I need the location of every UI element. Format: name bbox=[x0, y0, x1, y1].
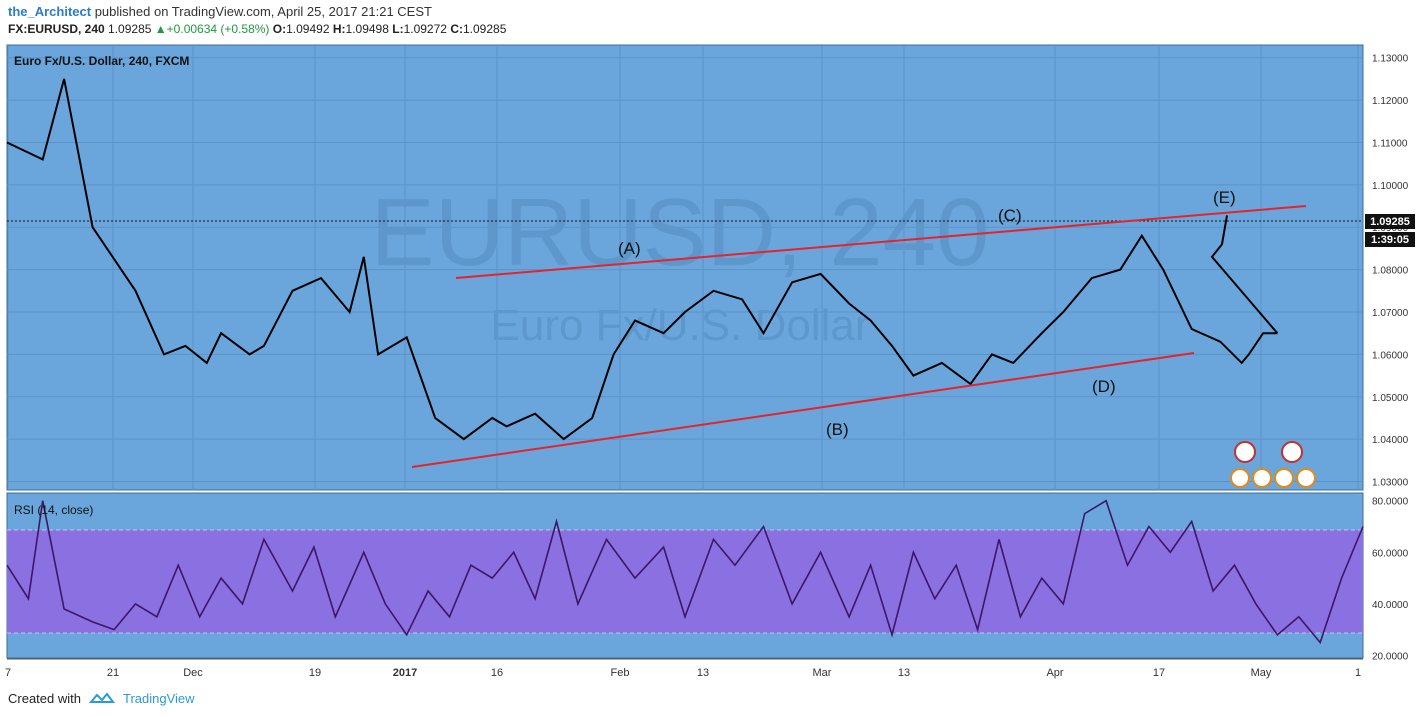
close-value: 1.09285 bbox=[462, 22, 507, 36]
wave-label-e: (E) bbox=[1213, 188, 1236, 207]
time-tick-label: 13 bbox=[697, 667, 709, 679]
event-flag-icon[interactable] bbox=[1230, 468, 1250, 488]
time-axis[interactable]: 7 21 Dec 19 2017 16 Feb 13 Mar 13 Apr 17 May 1 bbox=[5, 658, 1363, 679]
price-grid bbox=[7, 45, 1363, 490]
symbol-label: FX:EURUSD, 240 bbox=[8, 22, 105, 36]
event-flag-icon[interactable] bbox=[1274, 468, 1294, 488]
lower-trendline[interactable] bbox=[411, 352, 1195, 468]
time-tick-label: 7 bbox=[5, 667, 11, 679]
event-flag-icon[interactable] bbox=[1281, 441, 1303, 463]
time-tick-label: 13 bbox=[898, 667, 910, 679]
last-price-tag-label: 1.09285 bbox=[1370, 216, 1410, 228]
price-tick-label: 1.11000 bbox=[1372, 138, 1408, 149]
open-label: O: bbox=[272, 22, 287, 36]
price-tick-label: 1.12000 bbox=[1372, 96, 1409, 107]
low-value: 1.09272 bbox=[403, 22, 447, 36]
price-tick-label: 1.08000 bbox=[1372, 266, 1409, 277]
rsi-tick-label: 20.0000 bbox=[1372, 651, 1409, 662]
time-tick-label: 16 bbox=[491, 667, 503, 679]
price-change: +0.00634 (+0.58%) bbox=[166, 22, 270, 36]
high-label: H: bbox=[332, 22, 346, 36]
wave-label-a: (A) bbox=[618, 239, 641, 258]
time-tick-label: 21 bbox=[107, 667, 119, 679]
wave-label-b: (B) bbox=[826, 420, 849, 439]
time-tick-label: 19 bbox=[309, 667, 321, 679]
wave-label-c: (C) bbox=[998, 206, 1022, 225]
price-panel[interactable] bbox=[6, 44, 1364, 491]
tradingview-brand-link[interactable]: TradingView bbox=[122, 691, 195, 706]
time-tick-label: Apr bbox=[1046, 667, 1063, 679]
price-tick-label: 1.10000 bbox=[1372, 181, 1409, 192]
countdown-tag bbox=[1365, 232, 1415, 247]
published-info: published on TradingView.com, April 25, … bbox=[94, 4, 432, 19]
chart-title: Euro Fx/U.S. Dollar, 240, FXCM bbox=[14, 54, 189, 68]
price-tick-label: 1.04000 bbox=[1372, 435, 1409, 446]
price-line bbox=[6, 78, 1278, 441]
price-tick-label: 1.03000 bbox=[1372, 478, 1409, 489]
price-series bbox=[6, 78, 1279, 441]
time-tick-label: Feb bbox=[611, 667, 630, 679]
price-tick-label: 1.13000 bbox=[1372, 54, 1409, 65]
time-tick-label: 17 bbox=[1153, 667, 1165, 679]
created-with-label: Created with bbox=[8, 691, 81, 706]
rsi-series bbox=[6, 499, 1364, 645]
price-tick-label: 1.06000 bbox=[1372, 350, 1409, 361]
time-tick-label: May bbox=[1251, 667, 1272, 679]
event-flag-icon[interactable] bbox=[1234, 441, 1256, 463]
tradingview-logo-icon[interactable] bbox=[88, 691, 115, 706]
last-price: 1.09285 bbox=[108, 22, 152, 36]
countdown-label: 1:39:05 bbox=[1371, 234, 1409, 246]
upper-trendline[interactable] bbox=[455, 205, 1307, 279]
high-value: 1.09498 bbox=[345, 22, 389, 36]
author-link[interactable]: the_Architect bbox=[8, 4, 92, 19]
price-axis[interactable]: 1.03000 1.04000 1.05000 1.06000 1.07000 1.080… bbox=[1372, 54, 1409, 489]
price-tick-label: 1.07000 bbox=[1372, 308, 1409, 319]
price-tick-label: 1.05000 bbox=[1372, 393, 1409, 404]
price-line-recent bbox=[1210, 215, 1279, 334]
publish-header: the_Architect published on TradingView.c… bbox=[8, 4, 432, 19]
time-tick-label: 2017 bbox=[393, 667, 417, 679]
event-flag-icon[interactable] bbox=[1296, 468, 1316, 488]
rsi-line bbox=[6, 499, 1364, 645]
last-price-tag bbox=[1365, 214, 1415, 229]
up-arrow-icon: ▲ bbox=[154, 22, 167, 36]
footer: Created with TradingView bbox=[8, 691, 195, 706]
rsi-tick-label: 60.0000 bbox=[1372, 548, 1409, 559]
symbol-info-bar: FX:EURUSD, 240 1.09285 ▲+0.00634 (+0.58%… bbox=[8, 22, 506, 36]
watermark-symbol: EURUSD, 240 bbox=[371, 179, 990, 286]
close-label: C: bbox=[450, 22, 463, 36]
rsi-tick-label: 40.0000 bbox=[1372, 600, 1409, 611]
time-tick-label: Dec bbox=[183, 667, 203, 679]
open-value: 1.09492 bbox=[286, 22, 330, 36]
event-icons[interactable] bbox=[1230, 441, 1316, 488]
time-tick-label: 1 bbox=[1355, 667, 1361, 679]
rsi-title: RSI (14, close) bbox=[14, 503, 93, 517]
wave-label-d: (D) bbox=[1092, 377, 1116, 396]
event-flag-icon[interactable] bbox=[1252, 468, 1272, 488]
rsi-tick-label: 80.0000 bbox=[1372, 497, 1409, 508]
low-label: L: bbox=[392, 22, 404, 36]
rsi-axis[interactable]: 20.0000 40.0000 60.0000 80.0000 bbox=[1372, 497, 1409, 663]
time-tick-label: Mar bbox=[813, 667, 832, 679]
watermark-description: Euro Fx/U.S. Dollar bbox=[491, 301, 870, 350]
